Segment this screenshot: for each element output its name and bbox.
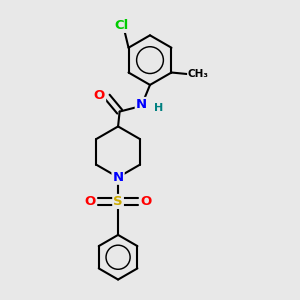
Text: H: H bbox=[154, 103, 163, 113]
Text: O: O bbox=[140, 195, 152, 208]
Text: Cl: Cl bbox=[115, 19, 129, 32]
Text: O: O bbox=[94, 88, 105, 102]
Text: S: S bbox=[113, 195, 123, 208]
Text: N: N bbox=[112, 171, 124, 184]
Text: CH₃: CH₃ bbox=[188, 69, 209, 79]
Text: N: N bbox=[136, 98, 147, 111]
Text: O: O bbox=[85, 195, 96, 208]
